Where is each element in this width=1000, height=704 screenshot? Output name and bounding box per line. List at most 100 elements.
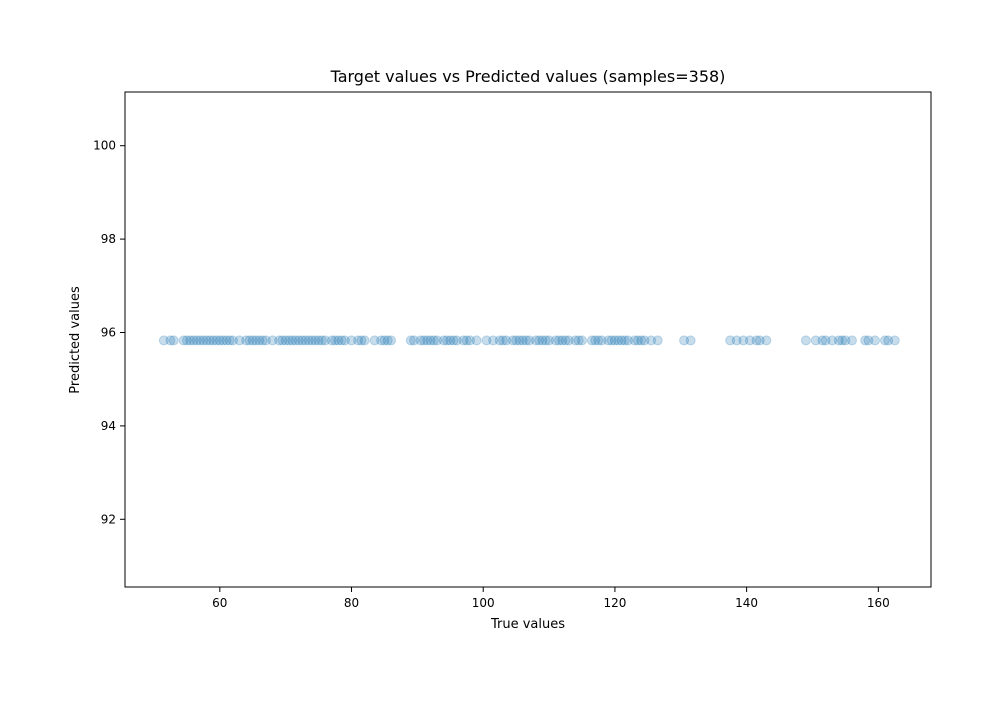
data-point [382,335,393,346]
data-point [738,335,749,346]
data-point [359,335,370,346]
data-point [201,335,212,346]
data-point [619,335,630,346]
data-point [316,335,327,346]
data-point [613,335,624,346]
data-point [168,335,179,346]
data-point [577,335,587,346]
data-point [761,335,772,346]
data-point [198,335,209,346]
data-point [646,335,657,346]
data-point [438,335,449,346]
data-point [280,335,291,346]
data-point [405,335,416,346]
data-point [234,335,245,346]
data-point [303,335,314,346]
data-point [820,335,831,346]
data-point [731,335,742,346]
data-point [214,335,225,346]
data-point [557,335,568,346]
data-point [445,335,456,346]
data-point [339,335,350,346]
x-tick-label: 100 [472,596,495,610]
data-point [573,335,584,346]
x-tick-label: 80 [344,596,359,610]
data-point [846,335,857,346]
data-point [442,335,452,346]
scatter-points [158,335,900,346]
data-point [227,335,238,346]
data-point [560,335,571,346]
data-point [267,335,278,346]
data-point [241,335,252,346]
data-point [879,335,890,346]
data-point [330,335,341,346]
data-point [725,335,736,346]
data-point [379,335,390,346]
data-point [596,335,607,346]
data-point [461,335,472,346]
data-point [636,335,647,346]
data-point [754,335,765,346]
y-tick-label: 100 [93,139,116,153]
data-point [425,335,436,346]
data-point [158,335,169,346]
data-point [517,335,528,346]
data-point [320,335,331,346]
data-point [277,335,288,346]
data-point [300,335,311,346]
x-axis-ticks: 60 80 100 120 140 160 [212,587,890,610]
data-point [353,335,364,346]
data-point [191,335,202,346]
x-tick-label: 140 [735,596,758,610]
data-point [553,335,564,346]
x-tick-label: 120 [603,596,626,610]
data-point [356,335,367,346]
data-point [415,335,426,346]
data-point [863,335,874,346]
data-point [494,335,505,346]
data-point [860,335,871,346]
data-point [422,335,433,346]
data-point [870,335,881,346]
data-point [260,335,271,346]
data-point [833,335,844,346]
data-point [810,335,821,346]
data-point [471,335,482,346]
data-point [514,335,525,346]
data-point [336,335,347,346]
x-tick-label: 60 [212,596,227,610]
data-point [534,335,545,346]
chart-title: Target values vs Predicted values (sampl… [330,67,726,86]
data-point [586,335,597,346]
y-tick-label: 96 [101,325,116,339]
data-point [188,335,199,346]
data-point [307,335,318,346]
data-point [481,335,492,346]
data-point [827,335,838,346]
data-point [837,335,848,346]
data-point [244,335,255,346]
data-point [274,335,285,346]
data-point [283,335,294,346]
plot-frame [124,91,932,588]
data-point [418,335,429,346]
data-point [310,335,321,346]
y-axis-ticks: 92 94 96 98 100 [93,139,125,526]
data-point [744,335,755,346]
data-point [800,335,811,346]
data-point [218,335,229,346]
data-point [409,335,420,346]
data-point [432,335,443,346]
data-point [287,335,298,346]
data-point [297,335,308,346]
data-point [521,335,532,346]
data-point [632,335,643,346]
data-point [540,335,551,346]
data-point [488,335,499,346]
data-point [603,335,614,346]
data-point [428,335,439,346]
data-point [593,335,604,346]
data-point [544,335,555,346]
